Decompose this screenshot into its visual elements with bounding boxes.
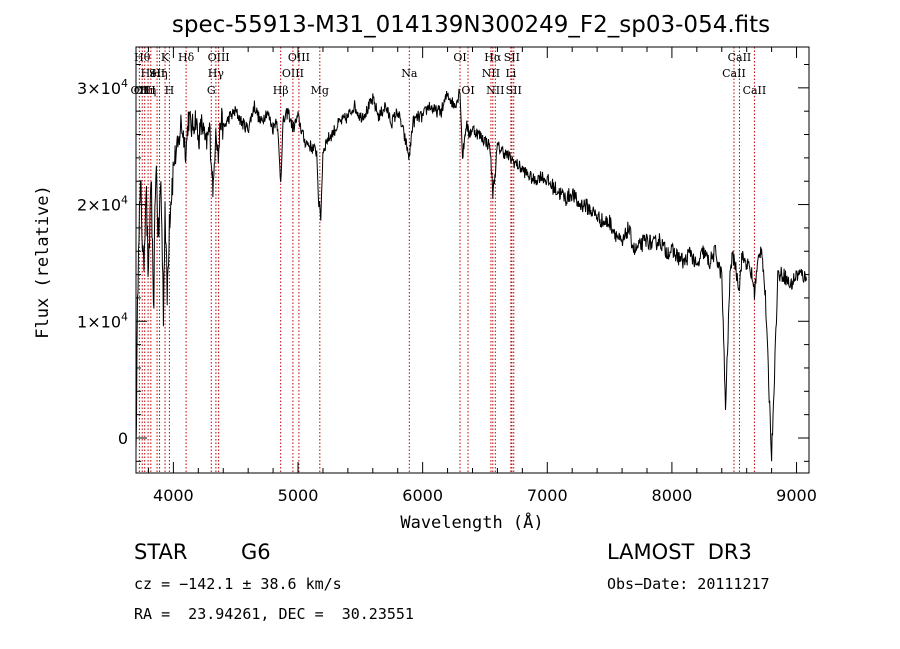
object-subclass: G6 <box>241 540 271 564</box>
spectrum-line <box>135 88 807 462</box>
line-label: OII <box>131 84 149 97</box>
line-label: Li <box>505 67 516 80</box>
y-tick-exponent: 4 <box>121 310 128 323</box>
line-label: HeI <box>141 67 161 80</box>
line-label: Mg <box>311 84 329 97</box>
coordinates: RA = 23.94261, DEC = 30.23551 <box>134 605 414 623</box>
line-label: OI <box>453 51 466 64</box>
line-label: CaII <box>722 67 746 80</box>
line-label: K <box>161 51 170 64</box>
line-label: OI <box>461 84 474 97</box>
x-axis-label: Wavelength (Å) <box>400 511 543 533</box>
line-label: OIII <box>282 67 304 80</box>
chart-title: spec-55913-M31_014139N300249_F2_sp03-054… <box>172 12 770 38</box>
line-label: H <box>165 84 175 97</box>
y-axis-label: Flux (relative) <box>33 185 53 339</box>
line-label: SII <box>149 67 165 80</box>
x-tick-label: 4000 <box>153 486 194 505</box>
line-label: OIII <box>288 51 310 64</box>
x-tick-label: 9000 <box>776 486 817 505</box>
x-tick-label: 5000 <box>278 486 319 505</box>
y-tick-label: 0 <box>118 429 128 448</box>
y-tick-exponent: 4 <box>121 77 128 90</box>
x-tick-label: 7000 <box>527 486 568 505</box>
y-tick-label: 1×104 <box>77 310 128 331</box>
object-class: STAR <box>134 540 188 564</box>
line-label: G <box>207 84 216 97</box>
line-label: CaII <box>728 51 752 64</box>
x-tick-label: 8000 <box>652 486 693 505</box>
survey-name: LAMOST DR3 <box>607 540 752 564</box>
line-label: OIII <box>134 84 156 97</box>
line-label: SII <box>504 51 520 64</box>
line-label: Hη <box>151 67 167 80</box>
y-tick-label: 3×104 <box>77 77 128 98</box>
spectral-line-markers <box>138 47 755 473</box>
line-label: OIII <box>208 51 230 64</box>
observation-date: Obs−Date: 20111217 <box>607 575 770 593</box>
line-label: CaII <box>743 84 767 97</box>
line-label: Hβ <box>273 84 289 97</box>
line-label: Hθ <box>134 51 151 64</box>
redshift-velocity: cz = −142.1 ± 38.6 km/s <box>134 575 342 593</box>
line-label: NII <box>482 67 500 80</box>
line-label: Na <box>401 67 418 80</box>
line-label: Hα <box>484 51 502 64</box>
line-label: Hη <box>140 84 156 97</box>
line-label: SII <box>506 84 522 97</box>
line-label: Hγ <box>208 67 225 80</box>
y-tick-label: 2×104 <box>77 194 128 215</box>
spectral-line-labels: OIIHθOIIIHηHeISIIHηKHHδGHγOIIIHβOIIIOIII… <box>131 51 767 97</box>
y-tick-exponent: 4 <box>121 194 128 207</box>
line-label: NII <box>486 84 504 97</box>
axis-ticks: 4000 5000 6000 7000 8000 9000 0 1×104 2×104 3×104 <box>77 47 817 505</box>
x-tick-label: 6000 <box>402 486 443 505</box>
line-label: Hδ <box>178 51 195 64</box>
